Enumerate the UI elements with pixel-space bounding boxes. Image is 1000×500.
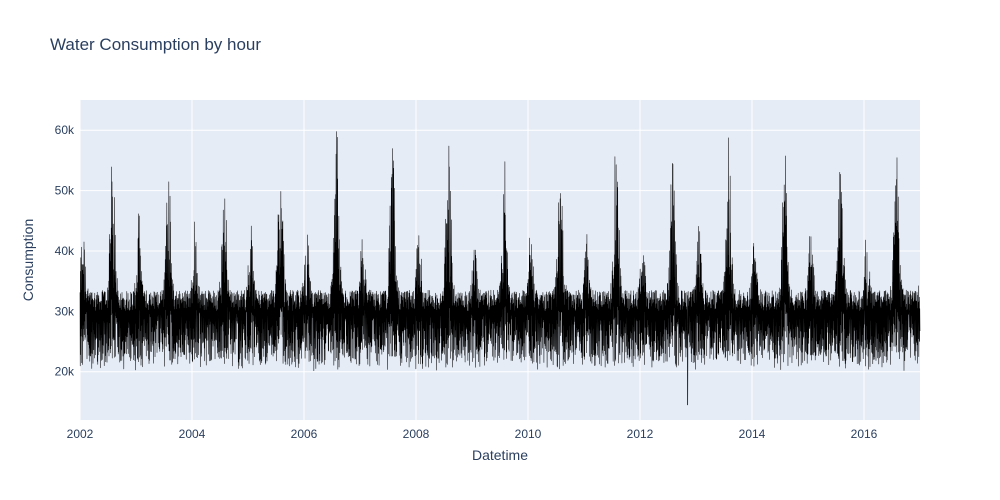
x-tick-label: 2016 xyxy=(851,427,878,441)
x-tick-label: 2008 xyxy=(403,427,430,441)
x-axis-ticks: 2002 2004 2006 2008 2010 2012 2014 2016 xyxy=(67,427,878,441)
series-consumption xyxy=(79,131,921,406)
y-tick-label: 20k xyxy=(55,365,75,379)
y-axis-title: Consumption xyxy=(20,219,36,302)
x-tick-label: 2004 xyxy=(179,427,206,441)
y-tick-label: 30k xyxy=(55,304,75,318)
consumption-line xyxy=(79,131,921,406)
x-tick-label: 2014 xyxy=(739,427,766,441)
x-tick-label: 2010 xyxy=(515,427,542,441)
x-axis-title: Datetime xyxy=(472,447,528,463)
y-tick-label: 40k xyxy=(55,244,75,258)
y-tick-label: 60k xyxy=(55,123,75,137)
x-tick-label: 2002 xyxy=(67,427,94,441)
x-tick-label: 2006 xyxy=(291,427,318,441)
plot-area xyxy=(80,100,920,420)
chart-title: Water Consumption by hour xyxy=(50,35,261,54)
y-tick-label: 50k xyxy=(55,184,75,198)
y-axis-ticks: 20k 30k 40k 50k 60k xyxy=(55,123,75,379)
x-tick-label: 2012 xyxy=(627,427,654,441)
